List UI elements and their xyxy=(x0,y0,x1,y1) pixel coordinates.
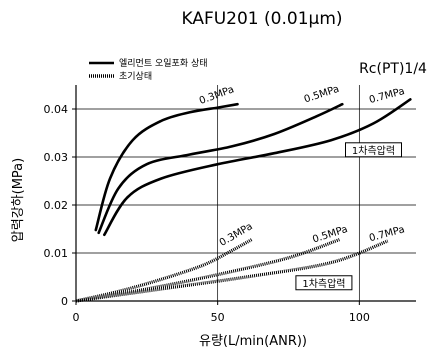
pressure-annotation-4: 0.5MPa xyxy=(311,224,349,246)
x-tick-label-0: 0 xyxy=(73,311,80,324)
y-tick-label-2: 0.02 xyxy=(44,199,69,212)
x-tick-label-2: 100 xyxy=(349,311,370,324)
legend-label-initial: 초기상태 xyxy=(119,71,152,82)
oil-saturated-line-07mpa xyxy=(103,98,412,237)
x-tick-labels: 0 50 100 xyxy=(73,311,370,324)
x-axis-label: 유량(L/min(ANR)) xyxy=(199,334,307,349)
pressure-annotation-3: 0.3MPa xyxy=(218,221,255,249)
y-axis-label: 압력강하(MPa) xyxy=(11,158,26,242)
pressure-annotation-0: 0.3MPa xyxy=(198,84,236,107)
pressure-annotation-2: 0.7MPa xyxy=(368,86,406,106)
legend: 엘리먼트 오일포화 상태 초기상태 xyxy=(89,58,208,82)
oil-saturated-line-05mpa xyxy=(97,102,344,235)
primary-pressure-box-0 xyxy=(345,142,402,158)
connection-size-label: Rc(PT)1/4 xyxy=(359,61,427,77)
y-tick-labels: 0 0.01 0.02 0.03 0.04 xyxy=(44,103,69,308)
data-series xyxy=(75,98,412,303)
y-tick-label-1: 0.01 xyxy=(44,247,69,260)
pressure-annotation-5: 0.7MPa xyxy=(368,224,406,244)
pressure-annotation-1: 0.5MPa xyxy=(303,84,341,106)
x-tick-label-1: 50 xyxy=(211,311,225,324)
y-tick-label-4: 0.04 xyxy=(44,103,69,116)
primary-pressure-label-0: 1차측압력 xyxy=(352,144,395,157)
pressure-annotations: 0.3MPa 0.5MPa 0.7MPa 0.3MPa 0.5MPa 0.7MPa xyxy=(198,84,406,249)
initial-state-line-07mpa xyxy=(75,239,389,303)
chart-title: KAFU201 (0.01μm) xyxy=(181,9,342,29)
oil-saturated-line-03mpa xyxy=(94,102,239,232)
primary-pressure-boxes: 1차측압력 1차측압력 xyxy=(295,142,402,291)
y-tick-label-3: 0.03 xyxy=(44,151,69,164)
grid-lines xyxy=(76,85,416,301)
axes xyxy=(72,85,416,305)
legend-label-oil-saturated: 엘리먼트 오일포화 상태 xyxy=(119,58,208,69)
primary-pressure-label-1: 1차측압력 xyxy=(302,277,345,290)
y-tick-label-0: 0 xyxy=(61,295,68,308)
initial-state-line-03mpa xyxy=(75,238,253,303)
primary-pressure-box-1 xyxy=(295,275,353,291)
